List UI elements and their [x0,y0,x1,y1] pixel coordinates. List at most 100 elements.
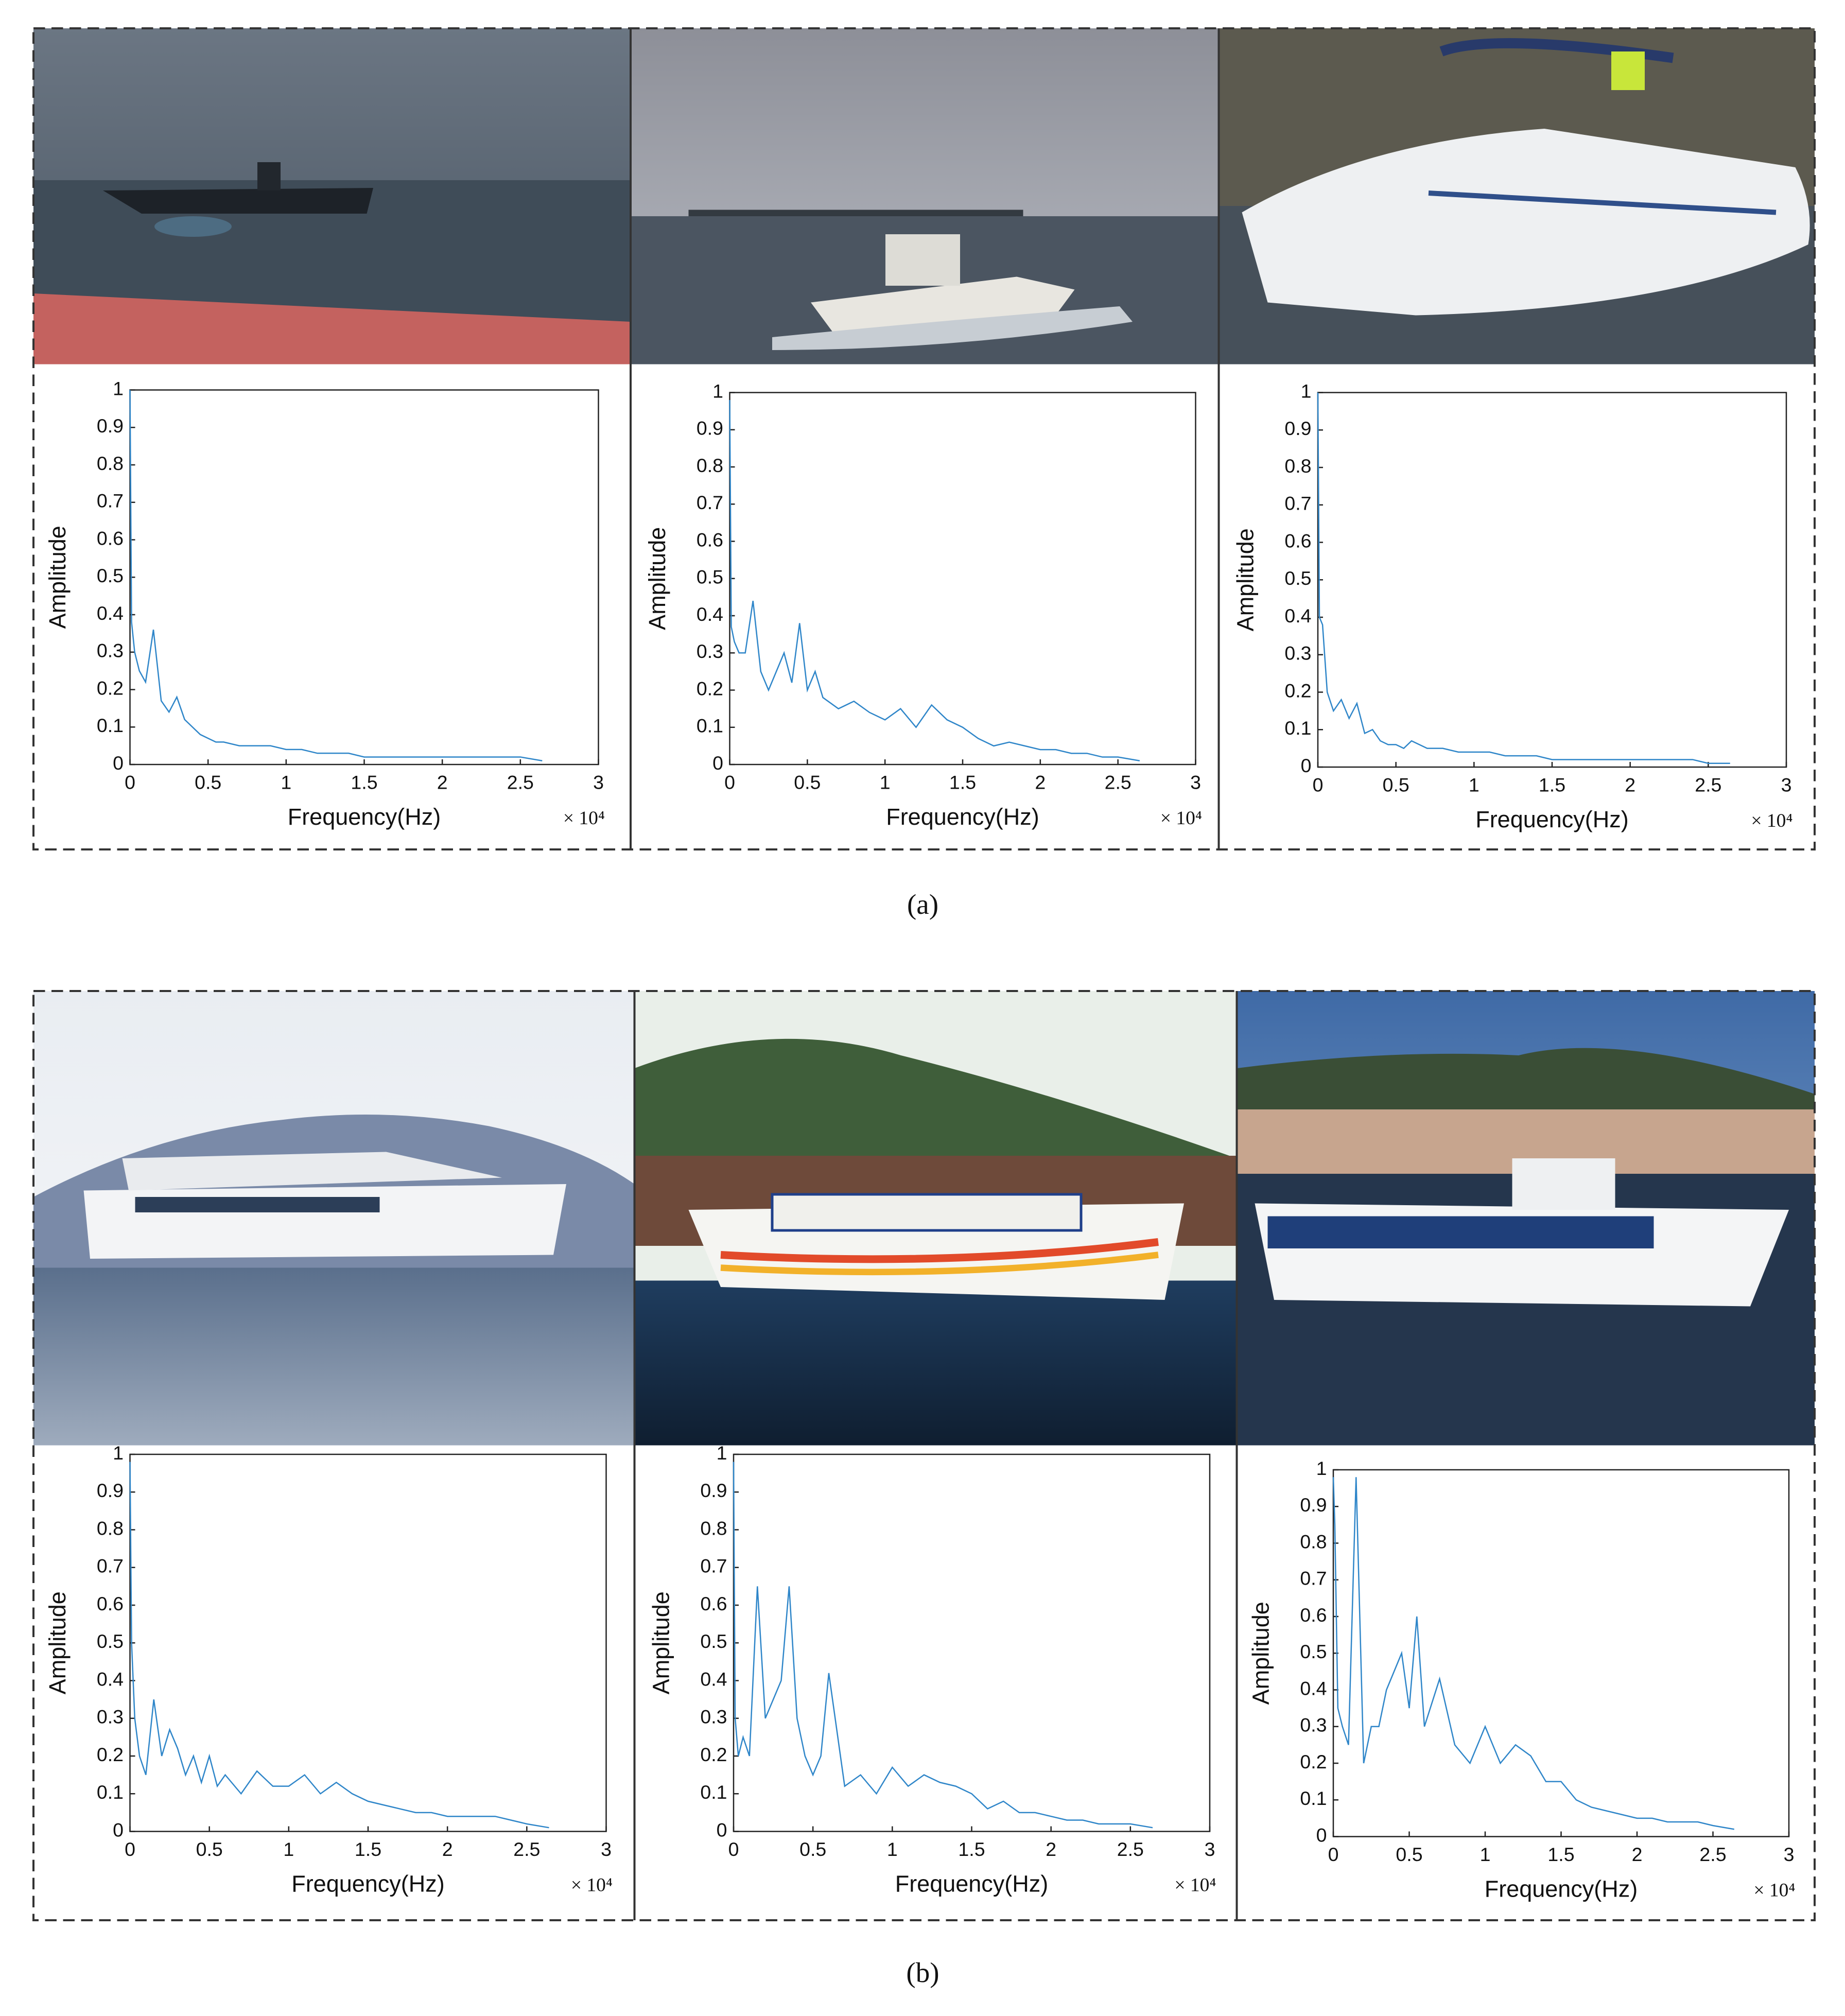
x-tick-label: 0 [1328,1844,1339,1865]
spectrum-line [1332,1477,1735,1830]
photo-b3 [1237,991,1815,1446]
x-tick-label: 3 [601,1838,612,1860]
x-tick-label: 2.5 [1695,774,1721,795]
x-tick-label: 0.5 [196,1838,223,1860]
x-tick-label: 2 [437,771,448,793]
y-tick-label: 0.5 [97,565,124,586]
y-tick-label: 1 [1316,1457,1327,1479]
axes-box [1332,1469,1790,1837]
y-tick-label: 0.6 [697,529,723,550]
axes-box [733,1453,1211,1832]
y-tick-label: 0.2 [97,1744,124,1765]
x-multiplier: × 10⁴ [563,808,605,829]
frame-b [32,989,1816,1921]
y-tick-label: 0.7 [97,490,124,512]
y-tick-label: 0.7 [700,1555,727,1577]
y-tick-label: 0.2 [697,677,723,699]
x-axis-label: Frequency(Hz) [886,804,1039,830]
y-tick-label: 0.9 [697,418,723,439]
x-axis-label: Frequency(Hz) [1475,806,1629,832]
y-axis-label: Amplitude [648,1591,674,1694]
y-tick-label: 0.6 [700,1593,727,1614]
x-tick-label: 1 [283,1838,294,1860]
photo-a1 [33,28,631,364]
x-tick-label: 0.5 [794,771,821,793]
y-tick-label: 0.2 [700,1744,727,1765]
caption: (a) [907,889,938,920]
y-tick-label: 0 [113,752,124,774]
y-tick-label: 0 [712,752,723,774]
y-tick-label: 0.5 [1284,567,1311,589]
y-tick-label: 0.3 [97,1706,124,1728]
y-tick-label: 0.6 [97,527,124,549]
x-tick-label: 2 [1632,1844,1643,1865]
y-tick-label: 0.2 [1284,680,1311,701]
y-tick-label: 0.8 [700,1517,727,1539]
y-tick-label: 0 [1316,1824,1327,1846]
y-tick-label: 1 [717,1442,727,1464]
x-tick-label: 3 [593,771,604,793]
x-tick-label: 3 [1205,1838,1215,1860]
plot: 0 0.1 0.2 0.3 0.4 0.5 0.6 0.7 0.8 0.9 1 0 0.5 1 1.5 2 2.… [644,380,1202,829]
photo-b1 [33,991,635,1446]
y-tick-label: 0.4 [97,1668,124,1690]
y-tick-label: 1 [712,380,723,402]
y-tick-label: 0.1 [1300,1787,1327,1809]
plot: 0 0.1 0.2 0.3 0.4 0.5 0.6 0.7 0.8 0.9 1 0 0.5 1 1.5 2 2.… [1232,380,1792,832]
x-tick-label: 1.5 [351,771,377,793]
y-tick-label: 0.8 [1300,1531,1327,1552]
y-tick-label: 0.4 [1300,1677,1327,1699]
y-tick-label: 0.9 [1284,418,1311,439]
y-tick-label: 0.1 [697,715,723,737]
y-tick-label: 0.8 [97,1517,124,1539]
x-tick-label: 2.5 [507,771,534,793]
x-multiplier: × 10⁴ [1174,1875,1216,1896]
frame-a [32,27,1816,850]
x-tick-label: 2 [1046,1838,1056,1860]
y-axis-label: Amplitude [1247,1602,1274,1705]
y-tick-label: 0.1 [97,715,124,736]
x-tick-label: 1 [1480,1844,1491,1865]
x-tick-label: 3 [1784,1844,1795,1865]
y-tick-label: 0.8 [1284,455,1311,477]
axes-box [129,389,599,766]
x-tick-label: 0 [125,771,135,793]
x-tick-label: 1.5 [1539,774,1565,795]
y-tick-label: 0.2 [97,677,124,699]
axes-box [129,1453,607,1832]
plot: 0 0.1 0.2 0.3 0.4 0.5 0.6 0.7 0.8 0.9 1 0 0.5 1 1.5 2 2.… [648,1442,1216,1897]
y-tick-label: 0.6 [1284,530,1311,551]
photo-b2 [634,991,1237,1446]
x-axis-label: Frequency(Hz) [288,804,441,830]
plot: 0 0.1 0.2 0.3 0.4 0.5 0.6 0.7 0.8 0.9 1 0 0.5 1 1.5 2 2.… [44,1442,613,1897]
y-tick-label: 0.9 [97,415,124,437]
y-tick-label: 1 [113,377,124,399]
x-tick-label: 1 [880,771,891,793]
x-tick-label: 2 [1035,771,1046,793]
x-tick-label: 0 [724,771,735,793]
y-tick-label: 0.9 [97,1480,124,1501]
y-tick-label: 1 [113,1442,124,1464]
y-tick-label: 0.1 [1284,717,1311,739]
y-tick-label: 0.5 [97,1630,124,1652]
y-tick-label: 0.3 [700,1706,727,1728]
x-tick-label: 0.5 [195,771,221,793]
x-axis-label: Frequency(Hz) [291,1870,445,1897]
x-tick-label: 2 [1625,774,1635,795]
y-tick-label: 0.4 [700,1668,727,1690]
spectrum-line [733,1462,1153,1829]
spectrum-line [729,399,1140,762]
x-axis-label: Frequency(Hz) [895,1870,1049,1897]
x-tick-label: 1 [281,771,291,793]
x-tick-label: 0 [1313,774,1324,795]
x-multiplier: × 10⁴ [1753,1880,1795,1901]
axes-box [729,392,1196,766]
y-tick-label: 0.3 [97,640,124,662]
x-tick-label: 2.5 [1105,771,1132,793]
x-multiplier: × 10⁴ [1751,810,1792,831]
x-tick-label: 0.5 [1383,774,1409,795]
y-tick-label: 0.9 [1300,1494,1327,1516]
y-axis-label: Amplitude [44,1591,71,1694]
x-tick-label: 2.5 [513,1838,540,1860]
